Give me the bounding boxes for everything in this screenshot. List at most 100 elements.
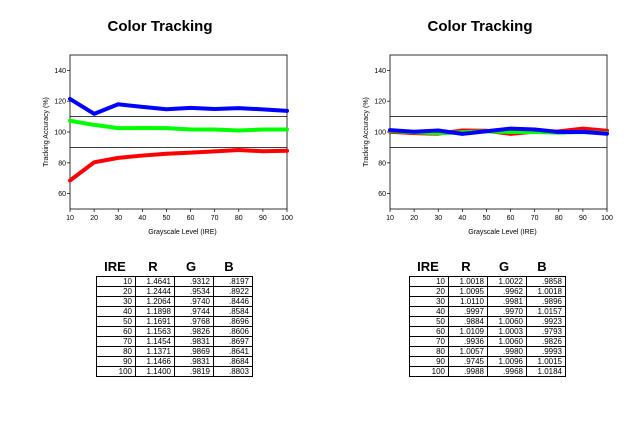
data-table-left: 10 1.4641.9312.8197 20 1.2444.9534.8922 30 1.… — [96, 276, 253, 377]
table-cell: 1.0096 — [487, 356, 527, 367]
table-cell: .9993 — [526, 346, 566, 357]
table-column-header: G — [498, 259, 510, 274]
table-cell: .9981 — [487, 296, 527, 307]
table-cell: .9997 — [448, 306, 488, 317]
x-tick-label: 90 — [579, 215, 587, 222]
y-tick-label: 60 — [58, 191, 66, 198]
table-cell: .9936 — [448, 336, 488, 347]
y-tick-label: 120 — [374, 99, 386, 106]
x-tick-label: 10 — [66, 215, 74, 222]
data-table-right: 10 1.0018 1.0022.9858 20 1.0095.9962 1.0018 30… — [409, 276, 566, 377]
table-row: 90.9745 1.0096 1.0015 — [409, 356, 566, 367]
y-axis-label: Tracking Accuracy (%) — [363, 97, 370, 167]
table-cell: 1.0157 — [526, 306, 566, 317]
y-tick-label: 140 — [54, 68, 66, 75]
table-cell: 100 — [96, 366, 136, 377]
table-row: 30 1.2064.9740.8446 — [96, 296, 253, 307]
table-cell: .9744 — [174, 306, 214, 317]
x-tick-label: 70 — [531, 215, 539, 222]
table-cell: 20 — [96, 286, 136, 297]
x-axis-label: Grayscale Level (IRE) — [468, 229, 536, 236]
table-cell: .9858 — [526, 276, 566, 287]
x-tick-label: 50 — [163, 215, 171, 222]
table-row: 20 1.0095.9962 1.0018 — [409, 286, 566, 297]
table-row: 40 1.1898.9744.8584 — [96, 306, 253, 317]
table-row: 40.9997.9970 1.0157 — [409, 306, 566, 317]
series-line-2 — [68, 96, 289, 116]
table-cell: .9768 — [174, 316, 214, 327]
table-cell: .9988 — [448, 366, 488, 377]
table-cell: 1.2064 — [135, 296, 175, 307]
table-row: 90 1.1466.9831.8684 — [96, 356, 253, 367]
x-axis-label: Grayscale Level (IRE) — [148, 229, 216, 236]
color-tracking-chart-left: 60 80 100 120 140 10 20 30 40 50 60 70 80 90 100 Graysc… — [43, 54, 293, 236]
table-cell: 1.0095 — [448, 286, 488, 297]
table-cell: .9312 — [174, 276, 214, 287]
table-cell: 90 — [96, 356, 136, 367]
table-cell: .9970 — [487, 306, 527, 317]
table-cell: 10 — [96, 276, 136, 287]
table-row: 100.9988.9968 1.0184 — [409, 366, 566, 377]
table-cell: 1.0018 — [448, 276, 488, 287]
table-cell: .8446 — [213, 296, 253, 307]
table-cell: 1.0109 — [448, 326, 488, 337]
table-cell: 70 — [409, 336, 449, 347]
table-cell: 1.4641 — [135, 276, 175, 287]
table-cell: 1.0060 — [487, 316, 527, 327]
table-column-header: R — [461, 259, 471, 274]
table-row: 80 1.0057.9980.9993 — [409, 346, 566, 357]
table-column-header: G — [185, 259, 197, 274]
table-cell: .9745 — [448, 356, 488, 367]
table-cell: 60 — [96, 326, 136, 337]
series-line-2 — [388, 126, 609, 136]
table-cell: 1.2444 — [135, 286, 175, 297]
table-cell: 1.1454 — [135, 336, 175, 347]
x-tick-label: 70 — [211, 215, 219, 222]
table-cell: .9793 — [526, 326, 566, 337]
table-cell: .9740 — [174, 296, 214, 307]
y-tick-label: 140 — [374, 68, 386, 75]
y-tick-label: 60 — [378, 191, 386, 198]
table-cell: .9923 — [526, 316, 566, 327]
table-row: 50.9884 1.0060.9923 — [409, 316, 566, 327]
table-cell: 30 — [96, 296, 136, 307]
table-cell: 1.1400 — [135, 366, 175, 377]
table-cell: 1.1898 — [135, 306, 175, 317]
table-cell: .9826 — [526, 336, 566, 347]
table-cell: 1.1691 — [135, 316, 175, 327]
x-tick-label: 40 — [138, 215, 146, 222]
x-tick-label: 60 — [187, 215, 195, 222]
x-tick-label: 90 — [259, 215, 267, 222]
table-cell: .9962 — [487, 286, 527, 297]
table-cell: .9884 — [448, 316, 488, 327]
table-row: 10 1.4641.9312.8197 — [96, 276, 253, 287]
table-cell: .8697 — [213, 336, 253, 347]
table-cell: 10 — [409, 276, 449, 287]
table-cell: 1.1466 — [135, 356, 175, 367]
series-line-0 — [68, 148, 289, 183]
table-cell: 1.0184 — [526, 366, 566, 377]
y-axis-label: Tracking Accuracy (%) — [43, 97, 50, 167]
x-tick-label: 50 — [483, 215, 491, 222]
table-column-header: R — [148, 259, 158, 274]
chart-title: Color Tracking — [427, 18, 533, 35]
x-tick-label: 100 — [281, 215, 293, 222]
x-tick-label: 80 — [235, 215, 243, 222]
x-tick-label: 100 — [601, 215, 613, 222]
table-row: 70.9936 1.0060.9826 — [409, 336, 566, 347]
chart-panel-right: Color Tracking 60 80 100 120 140 10 20 30 40 50 60… — [320, 0, 640, 437]
y-tick-label: 100 — [374, 130, 386, 137]
y-tick-label: 80 — [58, 160, 66, 167]
table-cell: 1.0003 — [487, 326, 527, 337]
table-cell: 50 — [409, 316, 449, 327]
table-cell: 80 — [96, 346, 136, 357]
table-cell: .9819 — [174, 366, 214, 377]
table-cell: .8696 — [213, 316, 253, 327]
table-cell: 80 — [409, 346, 449, 357]
table-cell: 60 — [409, 326, 449, 337]
table-cell: 50 — [96, 316, 136, 327]
table-cell: .8197 — [213, 276, 253, 287]
table-cell: .9896 — [526, 296, 566, 307]
y-tick-label: 120 — [54, 99, 66, 106]
table-cell: 20 — [409, 286, 449, 297]
